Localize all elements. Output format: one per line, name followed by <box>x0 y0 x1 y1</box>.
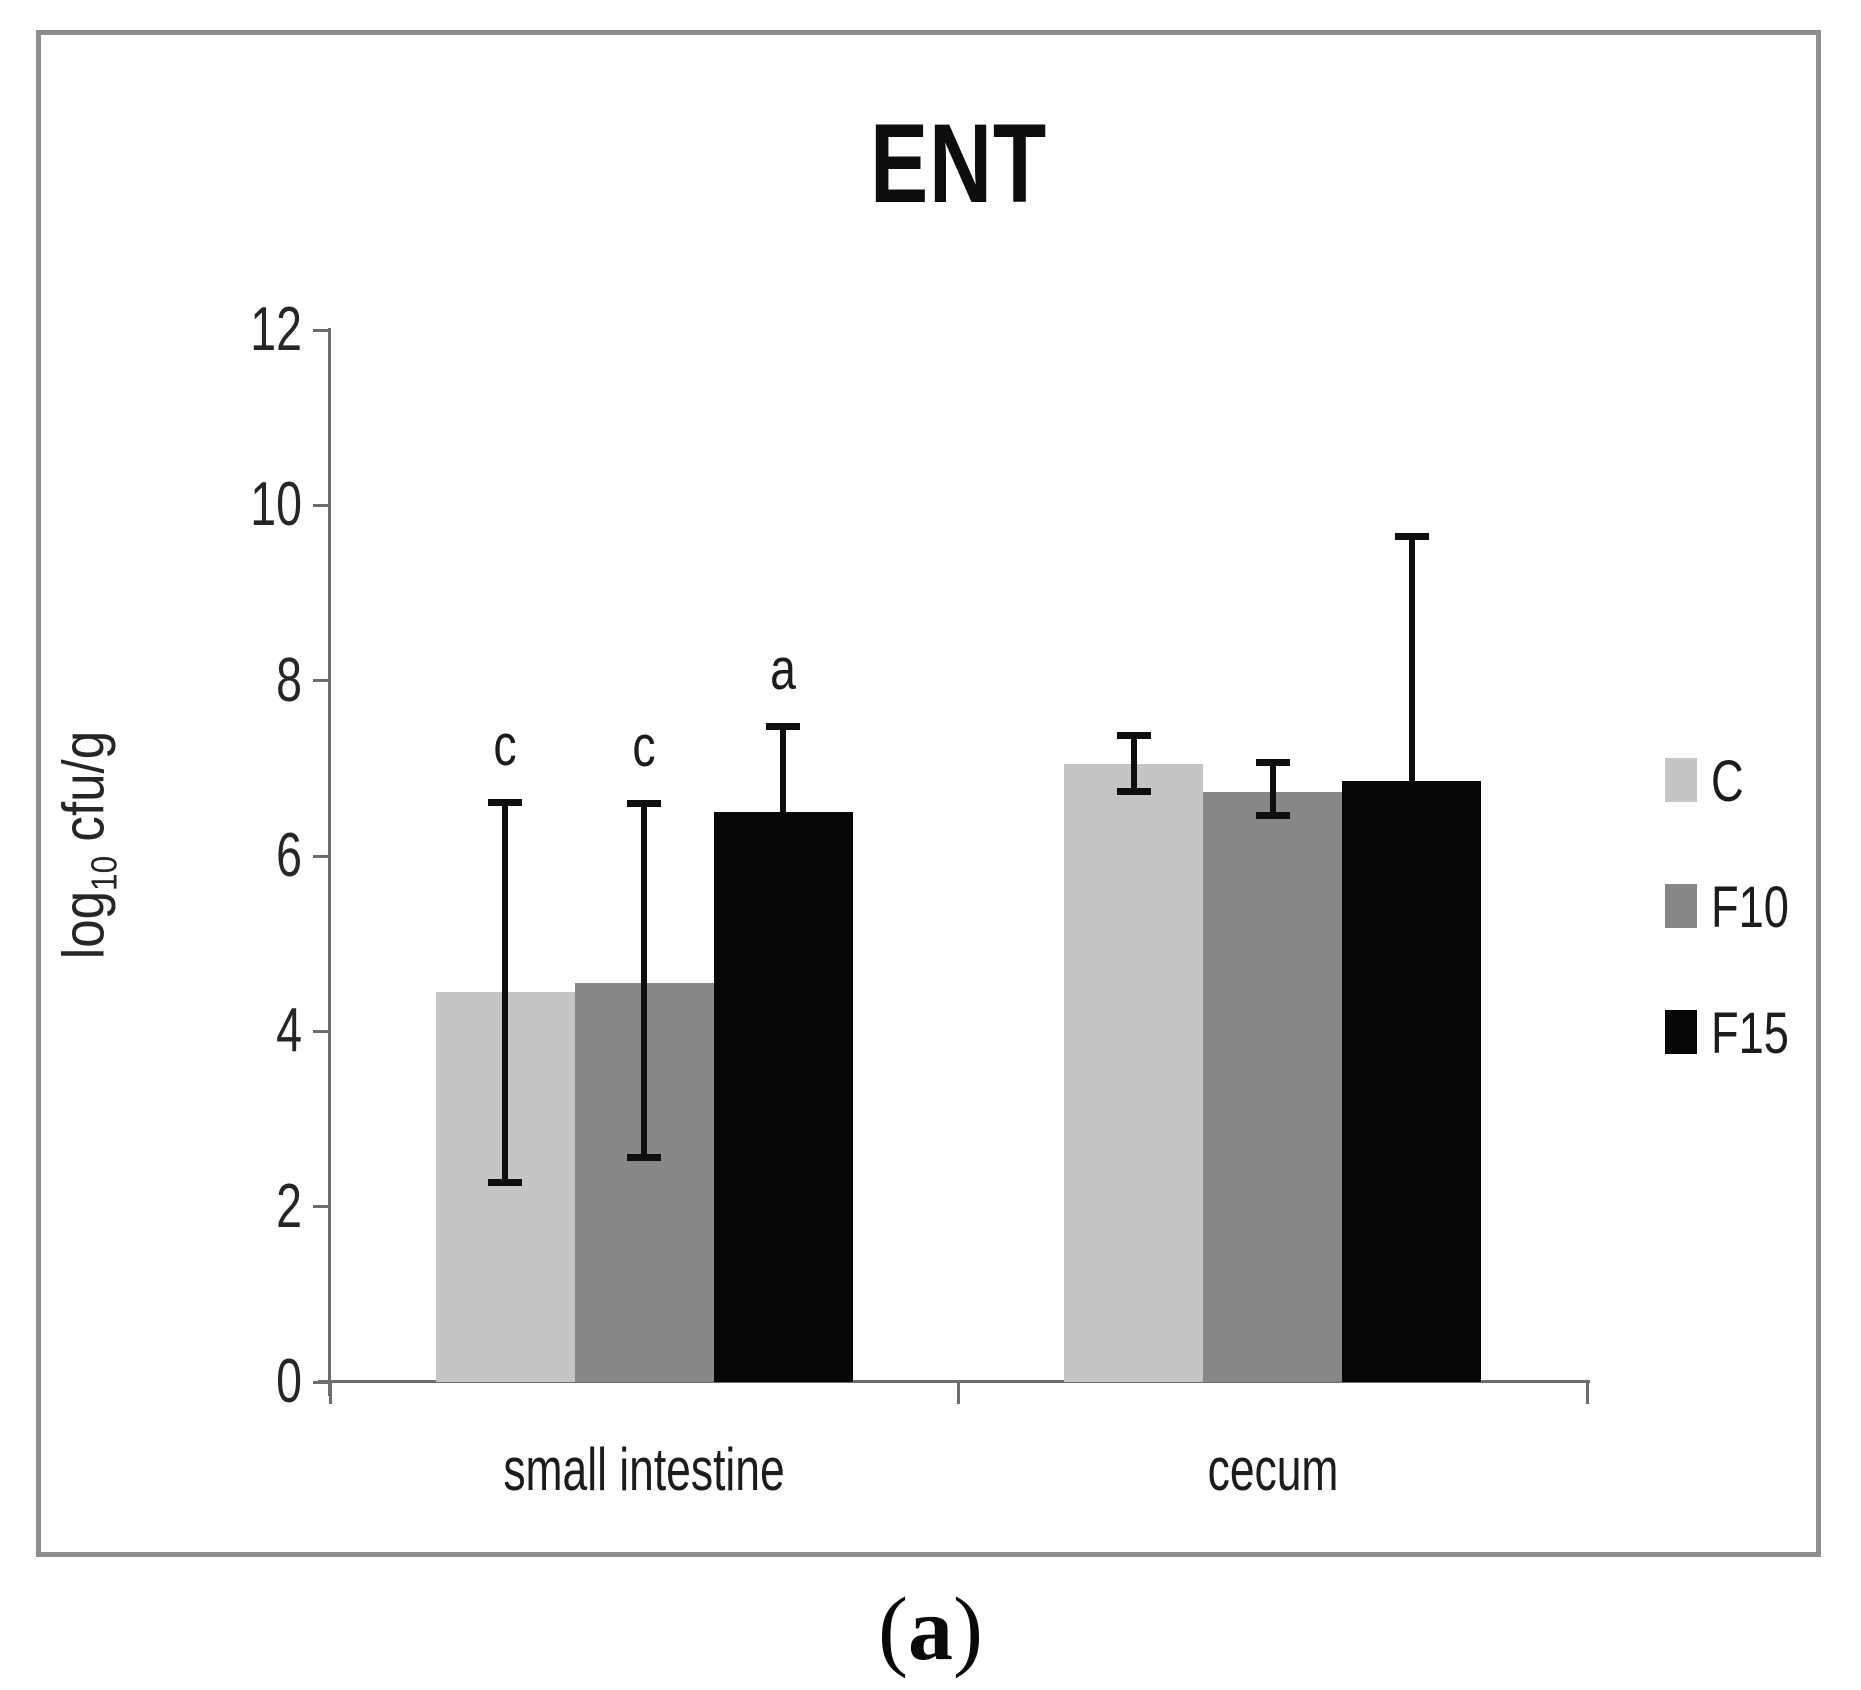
y-axis-line <box>328 328 331 1396</box>
sig-letter-c-small-intestine: c <box>493 712 517 778</box>
y-tick-mark-8 <box>313 679 329 683</box>
bar-c-cecum <box>1064 763 1204 1382</box>
y-tick-mark-4 <box>313 1029 329 1033</box>
bar-f15-small-intestine <box>713 812 853 1382</box>
error-bar-c-small-intestine <box>502 801 509 1183</box>
error-bar-f10-small-intestine <box>641 803 648 1159</box>
error-bar-f10-cecum <box>1269 762 1276 816</box>
chart-title: ENT <box>869 101 1048 226</box>
x-tick-mark-1 <box>957 1382 960 1404</box>
x-category-label-cecum: cecum <box>1207 1436 1339 1503</box>
bar-f15-cecum <box>1342 781 1482 1382</box>
legend-swatch-f15 <box>1665 1010 1697 1054</box>
error-bar-c-cecum <box>1130 735 1137 792</box>
error-bar-cap-bottom-f10-small-intestine <box>627 1154 662 1162</box>
y-tick-mark-2 <box>313 1205 329 1209</box>
y-tick-label-6: 6 <box>276 821 302 890</box>
legend-label-f10: F10 <box>1711 875 1789 940</box>
y-tick-label-12: 12 <box>250 295 302 364</box>
caption-letter: a <box>908 1580 953 1679</box>
y-tick-mark-0 <box>313 1380 329 1384</box>
error-bar-cap-bottom-c-small-intestine <box>488 1178 523 1186</box>
error-bar-cap-top-c-cecum <box>1116 732 1151 740</box>
chart-frame <box>36 30 1821 1557</box>
error-bar-cap-top-f10-cecum <box>1255 759 1290 767</box>
error-bar-cap-top-c-small-intestine <box>488 798 523 806</box>
error-bar-cap-bottom-f10-cecum <box>1255 811 1290 819</box>
y-axis-title-subscript: 10 <box>83 855 125 891</box>
legend-swatch-f10 <box>1665 884 1697 928</box>
sig-letter-f10-small-intestine: c <box>632 714 656 780</box>
x-tick-mark-2 <box>1585 1382 1589 1404</box>
figure-caption: (a) <box>0 1582 1861 1678</box>
y-tick-mark-12 <box>313 328 329 332</box>
y-tick-label-10: 10 <box>250 470 302 540</box>
y-tick-label-2: 2 <box>276 1171 302 1241</box>
x-axis-line <box>318 1380 1590 1383</box>
y-tick-label-0: 0 <box>276 1347 302 1416</box>
y-tick-mark-10 <box>313 503 329 507</box>
legend-label-f15: F15 <box>1711 1001 1789 1066</box>
error-bar-f15-cecum <box>1408 536 1415 782</box>
error-bar-cap-top-f15-cecum <box>1394 533 1429 541</box>
error-bar-cap-bottom-c-cecum <box>1116 788 1151 795</box>
caption-close-paren: ) <box>953 1580 983 1679</box>
legend-swatch-c <box>1665 758 1697 802</box>
x-category-label-small-intestine: small intestine <box>503 1436 785 1503</box>
sig-letter-f15-small-intestine: a <box>770 637 797 703</box>
error-bar-f15-small-intestine <box>780 726 787 813</box>
error-bar-cap-top-f15-small-intestine <box>766 723 801 731</box>
legend-label-c: C <box>1711 749 1744 814</box>
error-bar-cap-top-f10-small-intestine <box>627 800 662 808</box>
y-axis-title-text: log10 cfu/g <box>51 730 125 960</box>
y-tick-label-4: 4 <box>276 996 302 1066</box>
y-tick-label-8: 8 <box>276 645 302 715</box>
caption-open-paren: ( <box>878 1580 908 1679</box>
x-tick-mark-0 <box>328 1382 332 1404</box>
bar-f10-cecum <box>1203 792 1343 1382</box>
y-tick-mark-6 <box>313 854 329 858</box>
